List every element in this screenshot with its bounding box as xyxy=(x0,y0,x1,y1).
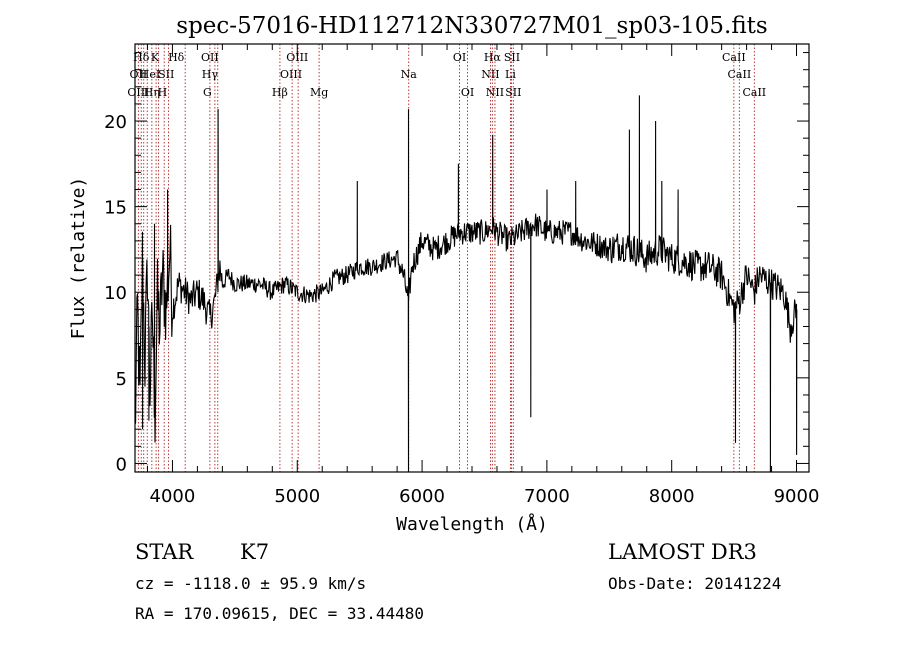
line-label: CaII xyxy=(722,51,746,64)
line-label: Hα xyxy=(484,51,502,64)
y-tick-label: 5 xyxy=(116,369,127,390)
object-class: STAR xyxy=(135,540,194,564)
line-label: OII xyxy=(201,51,219,64)
line-label: Hγ xyxy=(202,68,219,81)
x-axis-label: Wavelength (Å) xyxy=(396,513,548,535)
line-label: G xyxy=(203,86,212,99)
observation-date: Obs-Date: 20141224 xyxy=(608,574,782,593)
line-label: Hη xyxy=(144,86,160,99)
sky-coordinates: RA = 170.09615, DEC = 33.44480 xyxy=(135,604,424,623)
x-tick-label: 8000 xyxy=(649,486,695,507)
line-label: K xyxy=(151,51,160,64)
y-tick-label: 10 xyxy=(104,283,127,304)
line-label: Hδ xyxy=(168,51,185,64)
line-label: SII xyxy=(158,68,174,81)
spectral-subclass: K7 xyxy=(240,540,270,564)
x-tick-label: 4000 xyxy=(150,486,196,507)
x-tick-label: 5000 xyxy=(274,486,320,507)
x-axis: 4000 5000 6000 7000 8000 9000 xyxy=(146,44,820,507)
line-label: NII xyxy=(481,68,499,81)
line-label: Hδ xyxy=(133,51,150,64)
line-label: OIII xyxy=(286,51,308,64)
chart-title: spec-57016-HD112712N330727M01_sp03-105.f… xyxy=(176,13,767,39)
y-axis-label: Flux (relative) xyxy=(68,177,89,340)
line-label: NII xyxy=(486,86,504,99)
line-label: Na xyxy=(401,68,418,81)
y-tick-label: 0 xyxy=(116,454,127,475)
x-tick-label: 7000 xyxy=(524,486,570,507)
line-label: CaII xyxy=(742,86,766,99)
line-label: CaII xyxy=(728,68,752,81)
line-label: OII xyxy=(130,68,148,81)
line-label: HeI xyxy=(140,68,160,81)
line-label: SII xyxy=(505,86,521,99)
line-label: OI xyxy=(453,51,466,64)
line-labels: Hδ OII OIII K HeI Hη Hδ SII H OII Hγ G OIII OIII Hβ Mg N… xyxy=(127,51,766,99)
spectrum-line xyxy=(134,95,798,473)
line-label: OIII xyxy=(280,68,302,81)
line-label: Li xyxy=(505,68,516,81)
line-label: Mg xyxy=(310,86,328,99)
survey-name: LAMOST DR3 xyxy=(608,540,757,564)
line-label: H xyxy=(158,86,168,99)
y-axis: 0 5 10 15 20 xyxy=(104,52,809,475)
line-label: OIII xyxy=(127,86,149,99)
x-tick-label: 9000 xyxy=(774,486,820,507)
y-tick-label: 15 xyxy=(104,198,127,219)
line-label: OI xyxy=(461,86,474,99)
y-tick-label: 20 xyxy=(104,112,127,133)
line-label: Hβ xyxy=(272,86,288,99)
redshift-velocity: cz = -1118.0 ± 95.9 km/s xyxy=(135,574,367,593)
x-tick-label: 6000 xyxy=(399,486,445,507)
line-label: SII xyxy=(504,51,520,64)
